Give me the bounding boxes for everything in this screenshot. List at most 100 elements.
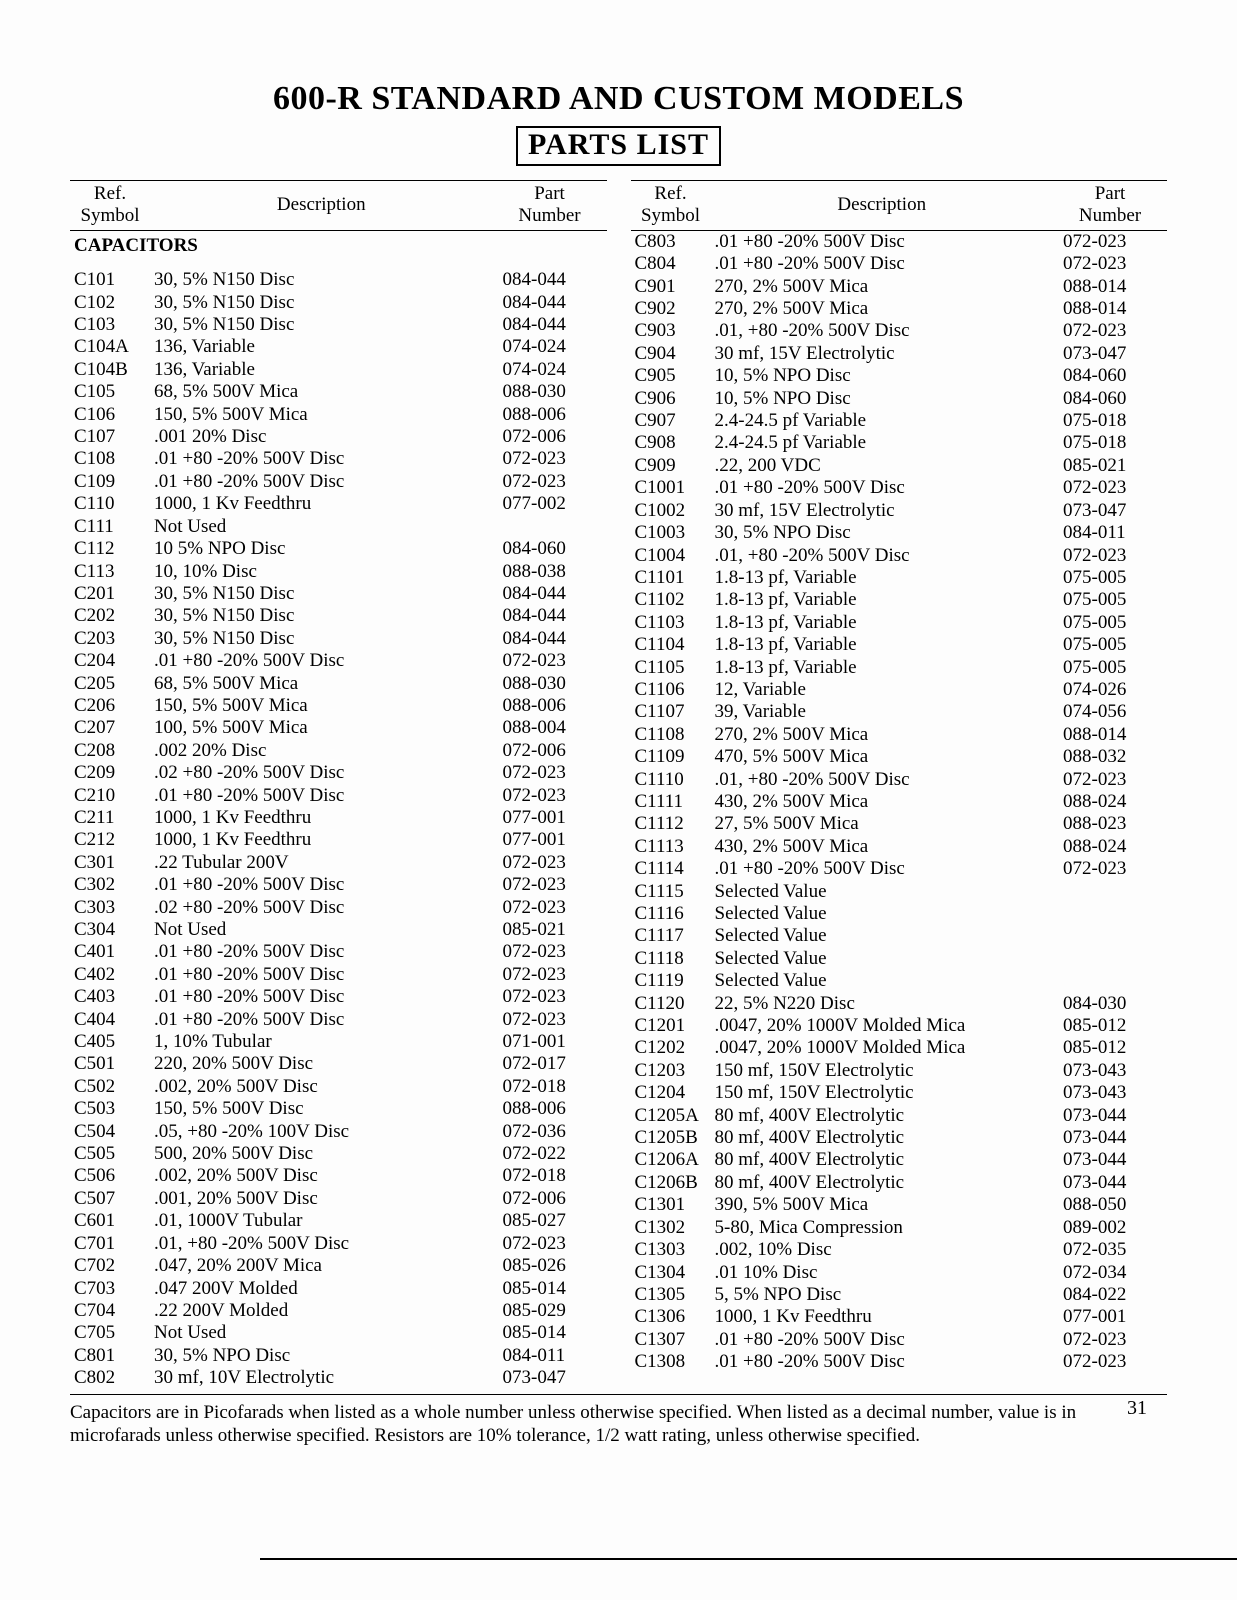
cell-symbol: C109 (70, 471, 150, 493)
cell-symbol: C111 (70, 516, 150, 538)
table-row: C402.01 +80 -20% 500V Disc072-023 (70, 964, 607, 986)
table-row: C10130, 5% N150 Disc084-044 (70, 269, 607, 291)
cell-symbol: C1109 (631, 746, 711, 768)
cell-part-number: 084-011 (493, 1345, 607, 1367)
table-row: C20130, 5% N150 Disc084-044 (70, 583, 607, 605)
cell-description: .22 200V Molded (150, 1300, 493, 1322)
cell-description: .0047, 20% 1000V Molded Mica (711, 1037, 1054, 1059)
table-row: C210.01 +80 -20% 500V Disc072-023 (70, 785, 607, 807)
cell-symbol: C113 (70, 561, 150, 583)
cell-symbol: C104A (70, 336, 150, 358)
cell-symbol: C1107 (631, 701, 711, 723)
table-row: C100330, 5% NPO Disc084-011 (631, 522, 1168, 544)
cell-symbol: C905 (631, 365, 711, 387)
cell-symbol: C210 (70, 785, 150, 807)
cell-description: .01 +80 -20% 500V Disc (711, 230, 1054, 253)
cell-description: 150 mf, 150V Electrolytic (711, 1060, 1054, 1082)
cell-part-number: 072-023 (493, 785, 607, 807)
cell-part-number: 073-047 (493, 1367, 607, 1389)
table-row: C902270, 2% 500V Mica088-014 (631, 298, 1168, 320)
table-row: C401.01 +80 -20% 500V Disc072-023 (70, 941, 607, 963)
cell-part-number: 072-023 (1053, 477, 1167, 499)
cell-part-number: 088-050 (1053, 1194, 1167, 1216)
cell-part-number: 072-023 (493, 1009, 607, 1031)
table-row: C10568, 5% 500V Mica088-030 (70, 381, 607, 403)
table-row: C104A136, Variable074-024 (70, 336, 607, 358)
cell-part-number (1053, 948, 1167, 970)
cell-part-number: 084-011 (1053, 522, 1167, 544)
cell-symbol: C301 (70, 852, 150, 874)
cell-symbol: C1203 (631, 1060, 711, 1082)
cell-symbol: C908 (631, 432, 711, 454)
header-symbol: Ref.Symbol (631, 181, 711, 231)
cell-description: .01 +80 -20% 500V Disc (150, 1009, 493, 1031)
cell-part-number: 084-044 (493, 583, 607, 605)
cell-part-number: 072-023 (493, 897, 607, 919)
left-column: Ref.Symbol Description PartNumber CAPACI… (70, 180, 607, 1390)
table-row: C110739, Variable074-056 (631, 701, 1168, 723)
cell-symbol: C206 (70, 695, 150, 717)
cell-part-number: 085-027 (493, 1210, 607, 1232)
table-row: C502.002, 20% 500V Disc072-018 (70, 1076, 607, 1098)
table-row: C1110.01, +80 -20% 500V Disc072-023 (631, 769, 1168, 791)
table-row: C10230, 5% N150 Disc084-044 (70, 292, 607, 314)
cell-symbol: C401 (70, 941, 150, 963)
cell-description: 30, 5% NPO Disc (711, 522, 1054, 544)
cell-description: Selected Value (711, 948, 1054, 970)
cell-part-number: 089-002 (1053, 1217, 1167, 1239)
table-row: C1203150 mf, 150V Electrolytic073-043 (631, 1060, 1168, 1082)
cell-part-number: 073-043 (1053, 1060, 1167, 1082)
cell-symbol: C504 (70, 1121, 150, 1143)
cell-part-number: 088-014 (1053, 276, 1167, 298)
cell-description: 1.8-13 pf, Variable (711, 589, 1054, 611)
cell-symbol: C1301 (631, 1194, 711, 1216)
cell-symbol: C1111 (631, 791, 711, 813)
cell-description: 30 mf, 15V Electrolytic (711, 500, 1054, 522)
cell-description: .01 +80 -20% 500V Disc (150, 650, 493, 672)
cell-description: 22, 5% N220 Disc (711, 993, 1054, 1015)
cell-part-number: 072-023 (493, 650, 607, 672)
cell-symbol: C402 (70, 964, 150, 986)
cell-description: .01 +80 -20% 500V Disc (150, 964, 493, 986)
cell-description: .01 +80 -20% 500V Disc (711, 477, 1054, 499)
table-row: C206150, 5% 500V Mica088-006 (70, 695, 607, 717)
cell-part-number: 073-044 (1053, 1105, 1167, 1127)
cell-symbol: C1202 (631, 1037, 711, 1059)
table-row: C13055, 5% NPO Disc084-022 (631, 1284, 1168, 1306)
cell-symbol: C1307 (631, 1329, 711, 1351)
cell-description: .0047, 20% 1000V Molded Mica (711, 1015, 1054, 1037)
cell-symbol: C1205A (631, 1105, 711, 1127)
table-row: C90510, 5% NPO Disc084-060 (631, 365, 1168, 387)
cell-symbol: C1118 (631, 948, 711, 970)
table-row: C1307.01 +80 -20% 500V Disc072-023 (631, 1329, 1168, 1351)
cell-description: .01 +80 -20% 500V Disc (150, 448, 493, 470)
cell-description: 1000, 1 Kv Feedthru (150, 829, 493, 851)
table-row: C100230 mf, 15V Electrolytic073-047 (631, 500, 1168, 522)
cell-description: .01 +80 -20% 500V Disc (150, 785, 493, 807)
table-row: C1119Selected Value (631, 970, 1168, 992)
page: 600-R STANDARD AND CUSTOM MODELS PARTS L… (0, 0, 1237, 1600)
cell-part-number: 084-022 (1053, 1284, 1167, 1306)
table-row: C110612, Variable074-026 (631, 679, 1168, 701)
cell-symbol: C1108 (631, 724, 711, 746)
cell-description: .01, 1000V Tubular (150, 1210, 493, 1232)
cell-description: .01, +80 -20% 500V Disc (711, 320, 1054, 342)
cell-description: 2.4-24.5 pf Variable (711, 432, 1054, 454)
cell-part-number: 072-023 (1053, 320, 1167, 342)
table-row: C909.22, 200 VDC085-021 (631, 455, 1168, 477)
cell-part-number: 075-005 (1053, 634, 1167, 656)
table-row: C1109470, 5% 500V Mica088-032 (631, 746, 1168, 768)
table-row: C704.22 200V Molded085-029 (70, 1300, 607, 1322)
table-row: C803.01 +80 -20% 500V Disc072-023 (631, 230, 1168, 253)
table-row: C109.01 +80 -20% 500V Disc072-023 (70, 471, 607, 493)
cell-symbol: C104B (70, 359, 150, 381)
cell-description: 1, 10% Tubular (150, 1031, 493, 1053)
cell-part-number: 074-024 (493, 359, 607, 381)
table-row: C80130, 5% NPO Disc084-011 (70, 1345, 607, 1367)
table-row: C804.01 +80 -20% 500V Disc072-023 (631, 253, 1168, 275)
right-column: Ref.Symbol Description PartNumber C803.0… (631, 180, 1168, 1390)
cell-part-number: 075-005 (1053, 567, 1167, 589)
cell-part-number: 075-018 (1053, 410, 1167, 432)
cell-symbol: C101 (70, 269, 150, 291)
cell-part-number: 072-023 (493, 986, 607, 1008)
